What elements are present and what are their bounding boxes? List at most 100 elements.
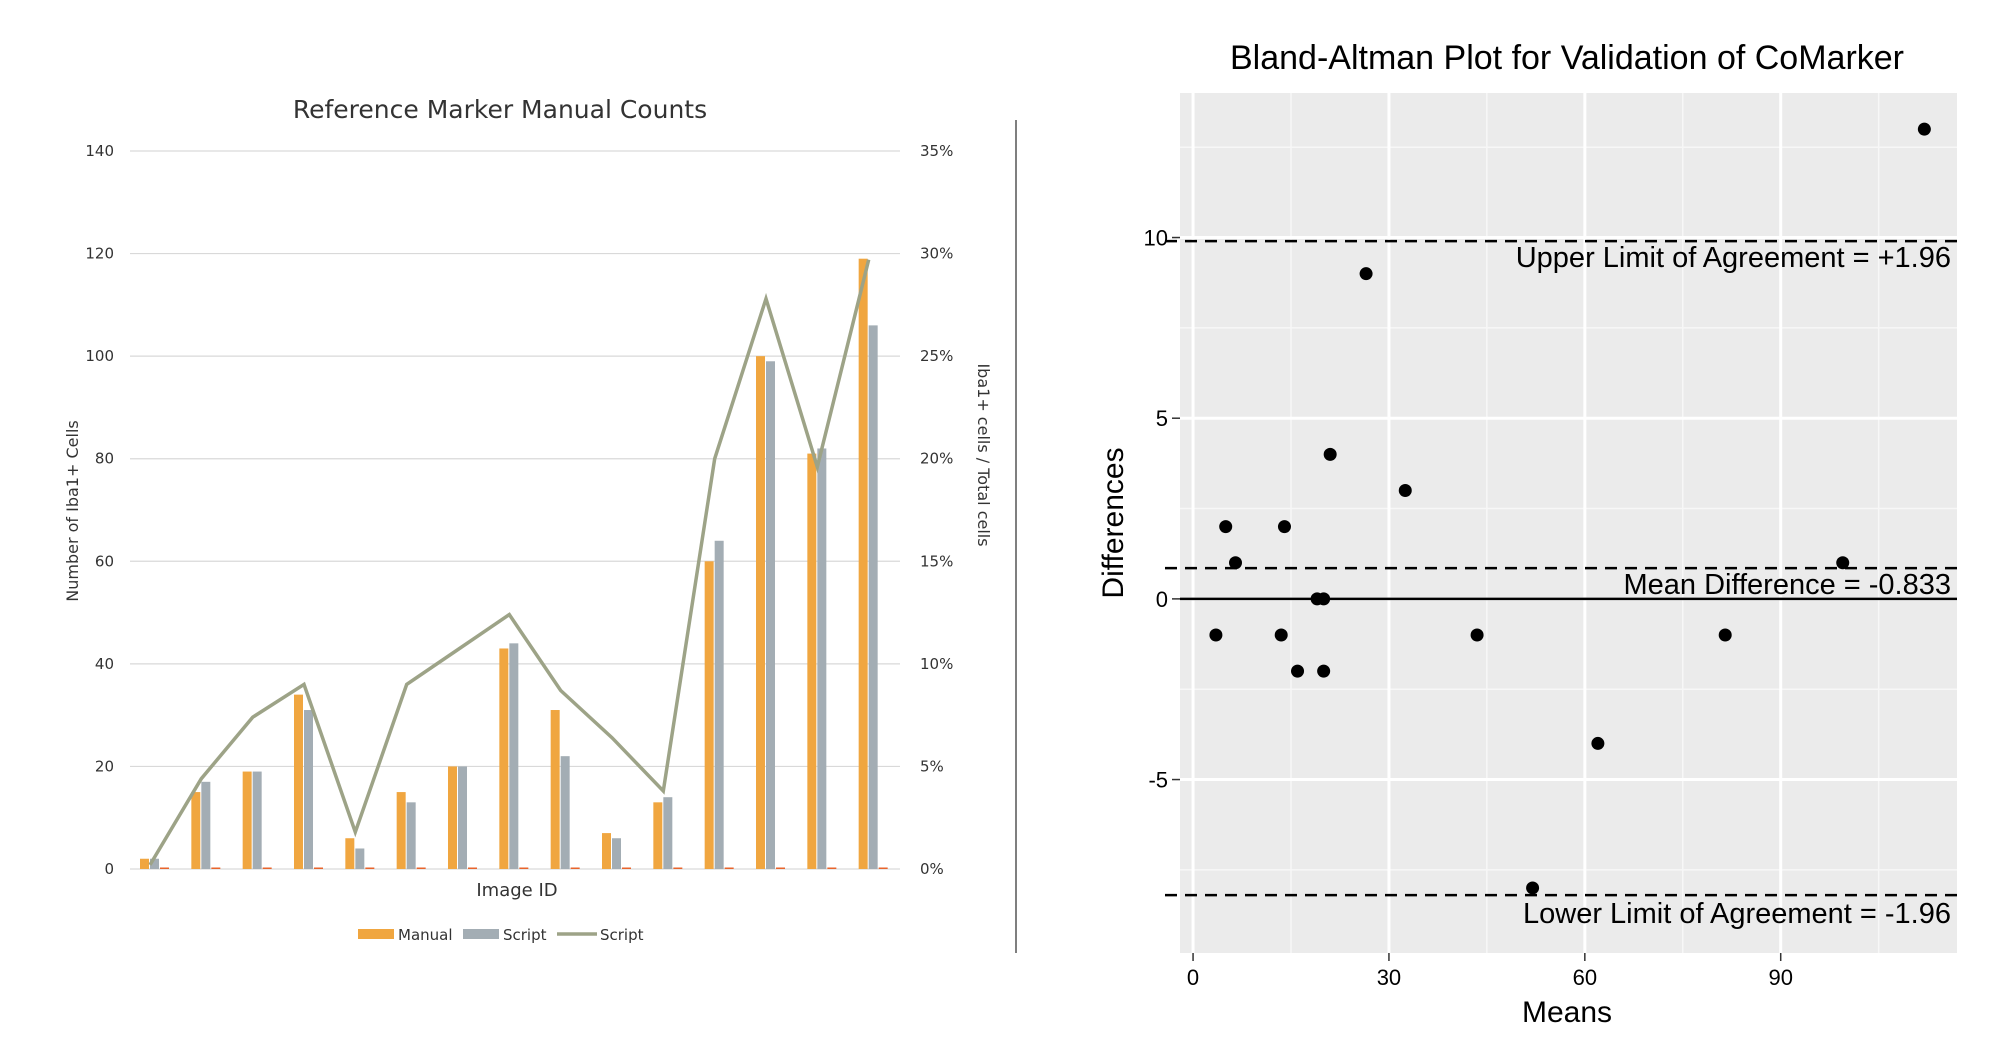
left-y2-tick-label: 20% (920, 450, 953, 468)
scatter-point (1398, 483, 1412, 497)
bar-manual (756, 356, 765, 870)
reference-line-label: Upper Limit of Agreement = +1.96 (1516, 242, 1951, 274)
right-gridlines (1180, 93, 1957, 953)
bland-altman-chart: Bland-Altman Plot for Validation of CoMa… (1097, 39, 1957, 1029)
right-reference-lines: Upper Limit of Agreement = +1.96 Mean Dif… (1165, 239, 1957, 930)
left-y2-tick-label: 5% (920, 757, 944, 775)
reference-line-label: Mean Difference = -0.833 (1623, 569, 1951, 601)
left-y2-tick-label: 25% (920, 347, 953, 365)
left-bars (140, 258, 888, 870)
left-y-tick-label: 100 (85, 347, 114, 365)
bar-manual (140, 858, 149, 869)
left-y2-tick-label: 15% (920, 552, 953, 570)
bar-manual (704, 561, 714, 869)
left-y-axis-label: Number of Iba1+ Cells (63, 420, 82, 601)
bar-script (868, 325, 878, 869)
bar-script (817, 448, 827, 869)
y-tick-label: 10 (1144, 226, 1168, 251)
x-tick-label: 30 (1377, 965, 1401, 990)
x-tick-label: 60 (1573, 965, 1597, 990)
bar-script (201, 781, 211, 869)
y-tick-label: 0 (1156, 587, 1168, 612)
bar-manual (550, 710, 560, 869)
bar-script (150, 858, 159, 869)
right-chart-title: Bland-Altman Plot for Validation of CoMa… (1230, 39, 1904, 77)
bar-script (766, 361, 775, 869)
bar-script (355, 848, 365, 869)
left-y-tick-label: 120 (85, 245, 114, 263)
bar-script (304, 710, 313, 869)
scatter-point (1526, 881, 1540, 895)
bar-script (252, 771, 262, 869)
scatter-point (1209, 628, 1223, 642)
bar-minor (570, 867, 580, 869)
bar-minor (314, 867, 323, 869)
left-y2-tick-label: 35% (920, 142, 953, 160)
scatter-point (1359, 267, 1373, 281)
scatter-point (1277, 520, 1291, 534)
scatter-point (1317, 664, 1331, 678)
y-tick-label: 5 (1156, 406, 1168, 431)
bar-minor (878, 867, 888, 869)
scatter-point (1219, 520, 1233, 534)
scatter-point (1323, 447, 1337, 461)
bar-manual (653, 802, 663, 869)
bar-minor (776, 867, 785, 869)
bar-minor (416, 867, 426, 869)
scatter-point (1317, 592, 1331, 606)
left-y2-tick-labels: 0% 5% 10% 15% 20% 25% 30% 35% (920, 142, 953, 878)
bar-minor (211, 867, 221, 869)
bar-minor (622, 867, 631, 869)
left-y-tick-label: 0 (104, 860, 114, 878)
right-points (1209, 122, 1931, 895)
bar-manual (396, 792, 406, 869)
bar-script (560, 756, 570, 869)
scatter-point (1836, 556, 1850, 570)
bar-manual (602, 833, 611, 869)
left-y2-tick-label: 30% (920, 245, 953, 263)
y-tick-label: -5 (1148, 768, 1168, 793)
bar-script (509, 643, 519, 869)
bar-manual (807, 453, 817, 869)
right-plot-panel (1180, 93, 1957, 953)
bar-minor (673, 867, 683, 869)
bar-manual (499, 648, 509, 869)
left-y2-axis-label: Iba1+ cells / Total cells (974, 363, 993, 546)
bar-script (714, 540, 724, 869)
scatter-point (1917, 122, 1931, 136)
scatter-point (1470, 628, 1484, 642)
bar-manual (858, 258, 868, 869)
bar-manual (345, 838, 355, 869)
bar-script (663, 797, 673, 869)
legend-swatch (463, 929, 499, 939)
bar-minor (160, 867, 169, 869)
scatter-point (1591, 736, 1605, 750)
left-y-tick-label: 20 (95, 757, 114, 775)
left-y2-tick-label: 10% (920, 655, 953, 673)
left-legend: Manual Script Script (358, 926, 644, 944)
scatter-point (1274, 628, 1288, 642)
left-y2-tick-label: 0% (920, 860, 944, 878)
bar-manual (191, 792, 201, 869)
left-line-series (148, 259, 871, 866)
bar-minor (827, 867, 837, 869)
left-y-tick-label: 40 (95, 655, 114, 673)
bar-minor (468, 867, 477, 869)
left-y-tick-label: 140 (85, 142, 114, 160)
bar-script (458, 766, 467, 869)
bar-manual (448, 766, 457, 869)
legend-label: Manual (398, 926, 453, 944)
left-chart-title: Reference Marker Manual Counts (293, 95, 707, 124)
right-y-axis-label: Differences (1097, 447, 1130, 598)
left-y-tick-labels: 0 20 40 60 80 100 120 140 (85, 142, 114, 878)
legend-label: Script (503, 926, 547, 944)
left-x-axis-label: Image ID (476, 880, 557, 901)
reference-marker-chart: Reference Marker Manual Counts 0 20 40 60 80… (63, 95, 993, 944)
left-y-tick-label: 80 (95, 450, 114, 468)
x-tick-label: 90 (1768, 965, 1792, 990)
scatter-point (1229, 556, 1242, 570)
right-x-axis-label: Means (1522, 996, 1612, 1029)
scatter-point (1718, 628, 1732, 642)
legend-label: Script (600, 926, 644, 944)
